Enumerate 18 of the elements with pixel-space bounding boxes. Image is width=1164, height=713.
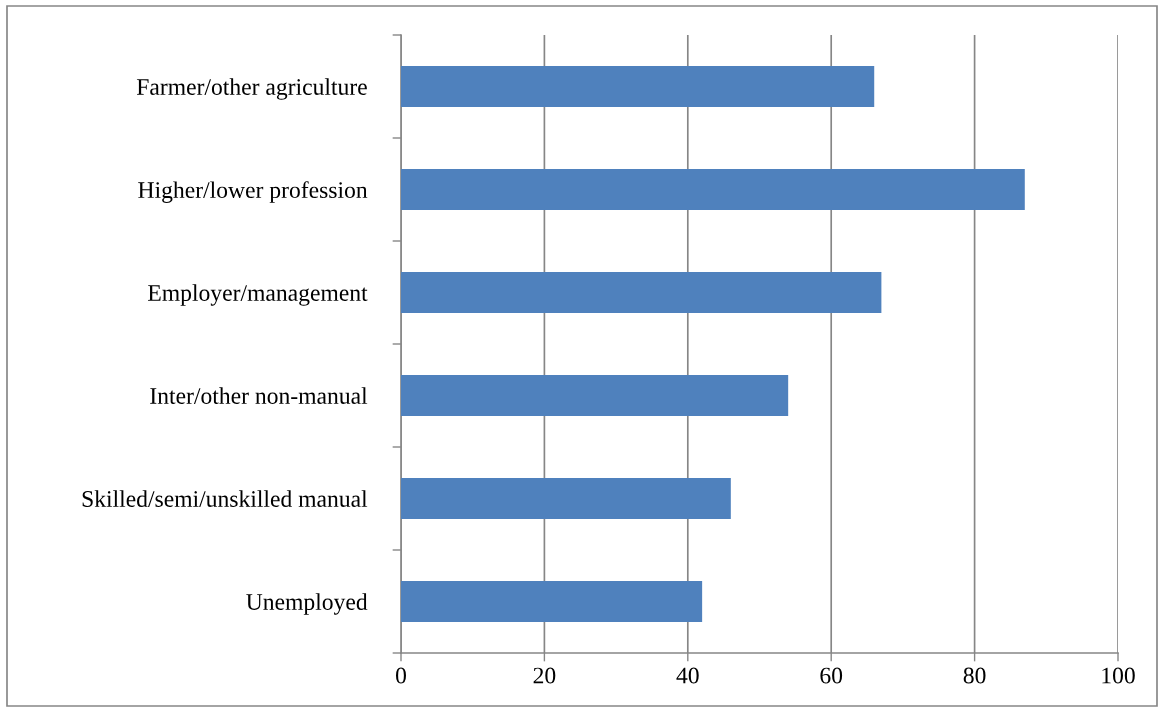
bar [401, 168, 1025, 211]
x-tick-label: 100 [1102, 667, 1135, 684]
bar [401, 580, 703, 623]
y-tick-label: Unemployed [246, 593, 368, 615]
y-tick-label: Inter/other non-manual [150, 387, 368, 404]
bar [401, 477, 731, 520]
y-tick-label: Skilled/semi/unskilled manual [82, 490, 368, 507]
bar [401, 374, 789, 417]
bar [401, 65, 875, 108]
y-tick-label: Employer/management [148, 284, 368, 306]
y-tick-label: Farmer/other agriculture [136, 78, 367, 100]
x-tick-label: 0 [396, 667, 406, 684]
bar [401, 271, 882, 314]
x-tick-label: 80 [963, 667, 986, 684]
x-tick-label: 40 [676, 667, 699, 684]
x-tick-label: 60 [820, 667, 843, 684]
x-tick-label: 20 [533, 667, 556, 684]
y-tick-label: Higher/lower profession [138, 181, 368, 203]
